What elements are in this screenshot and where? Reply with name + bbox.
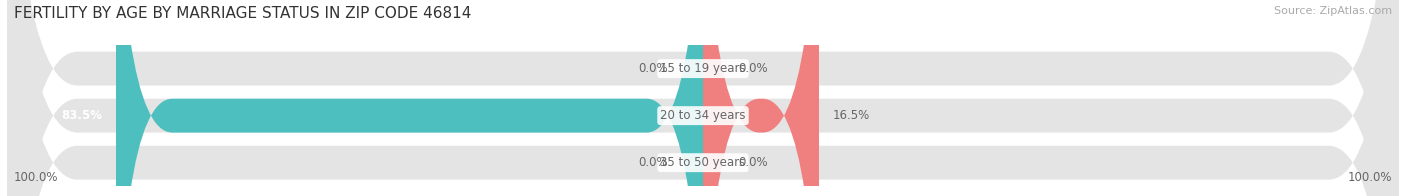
Text: 0.0%: 0.0%: [638, 62, 668, 75]
Text: 0.0%: 0.0%: [738, 62, 768, 75]
Text: 0.0%: 0.0%: [738, 156, 768, 169]
FancyBboxPatch shape: [115, 0, 703, 196]
Text: 100.0%: 100.0%: [1347, 171, 1392, 184]
Text: 16.5%: 16.5%: [832, 109, 870, 122]
FancyBboxPatch shape: [7, 0, 1399, 196]
Text: 15 to 19 years: 15 to 19 years: [661, 62, 745, 75]
FancyBboxPatch shape: [703, 0, 818, 196]
Text: 35 to 50 years: 35 to 50 years: [661, 156, 745, 169]
Text: Source: ZipAtlas.com: Source: ZipAtlas.com: [1274, 6, 1392, 16]
Text: 100.0%: 100.0%: [14, 171, 59, 184]
Text: 83.5%: 83.5%: [60, 109, 101, 122]
Text: 20 to 34 years: 20 to 34 years: [661, 109, 745, 122]
FancyBboxPatch shape: [7, 0, 1399, 196]
FancyBboxPatch shape: [7, 0, 1399, 196]
Text: FERTILITY BY AGE BY MARRIAGE STATUS IN ZIP CODE 46814: FERTILITY BY AGE BY MARRIAGE STATUS IN Z…: [14, 6, 471, 21]
Text: 0.0%: 0.0%: [638, 156, 668, 169]
